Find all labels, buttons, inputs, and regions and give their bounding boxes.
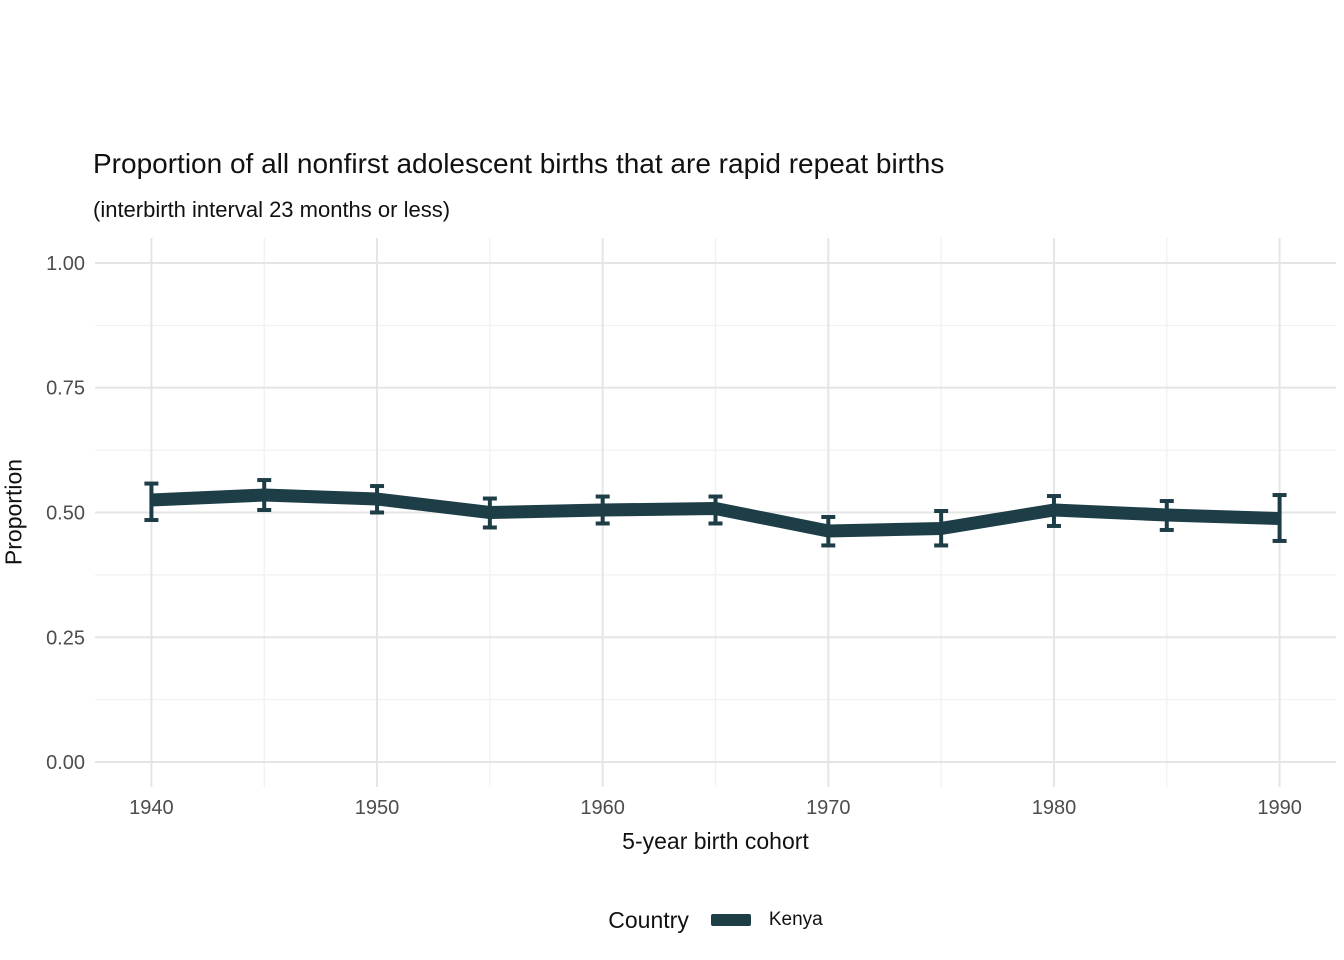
y-tick-label: 0.25 [46,627,85,649]
x-tick-label: 1970 [806,797,851,819]
legend-title: Country [608,906,689,933]
x-tick-label: 1940 [129,797,174,819]
chart-subtitle: (interbirth interval 23 months or less) [93,197,451,222]
legend: Country Kenya [95,903,1336,937]
x-tick-label: 1950 [355,797,400,819]
y-axis-title: Proportion [0,458,27,566]
y-tick-label: 0.75 [46,378,85,400]
legend-swatch [710,914,751,926]
x-tick-label: 1960 [580,797,625,819]
legend-item-kenya: Kenya [768,909,823,930]
x-tick-label: 1980 [1032,797,1077,819]
series-line-kenya [151,488,1280,538]
chart-title: Proportion of all nonfirst adolescent bi… [93,148,945,179]
y-tick-label: 1.00 [46,253,85,275]
y-tick-label: 0.50 [46,503,85,525]
y-tick-label: 0.00 [46,752,85,774]
x-axis-title: 5-year birth cohort [622,828,809,854]
x-tick-label: 1990 [1257,797,1302,819]
